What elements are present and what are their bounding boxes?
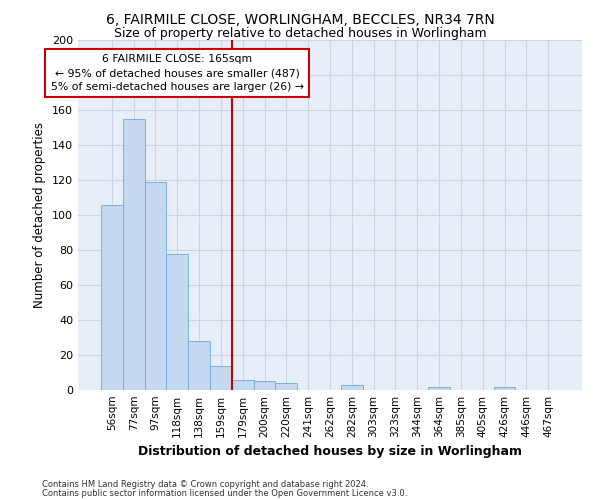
- Bar: [428, 386, 450, 390]
- X-axis label: Distribution of detached houses by size in Worlingham: Distribution of detached houses by size …: [138, 446, 522, 458]
- Bar: [210, 366, 232, 390]
- Bar: [494, 386, 515, 390]
- Bar: [123, 118, 145, 390]
- Bar: [188, 341, 210, 390]
- Bar: [232, 380, 254, 390]
- Text: Contains public sector information licensed under the Open Government Licence v3: Contains public sector information licen…: [42, 489, 407, 498]
- Text: 6 FAIRMILE CLOSE: 165sqm
← 95% of detached houses are smaller (487)
5% of semi-d: 6 FAIRMILE CLOSE: 165sqm ← 95% of detach…: [51, 54, 304, 92]
- Bar: [341, 385, 363, 390]
- Bar: [145, 182, 166, 390]
- Text: Size of property relative to detached houses in Worlingham: Size of property relative to detached ho…: [113, 28, 487, 40]
- Y-axis label: Number of detached properties: Number of detached properties: [34, 122, 46, 308]
- Text: Contains HM Land Registry data © Crown copyright and database right 2024.: Contains HM Land Registry data © Crown c…: [42, 480, 368, 489]
- Bar: [275, 383, 297, 390]
- Text: 6, FAIRMILE CLOSE, WORLINGHAM, BECCLES, NR34 7RN: 6, FAIRMILE CLOSE, WORLINGHAM, BECCLES, …: [106, 12, 494, 26]
- Bar: [101, 204, 123, 390]
- Bar: [254, 381, 275, 390]
- Bar: [166, 254, 188, 390]
